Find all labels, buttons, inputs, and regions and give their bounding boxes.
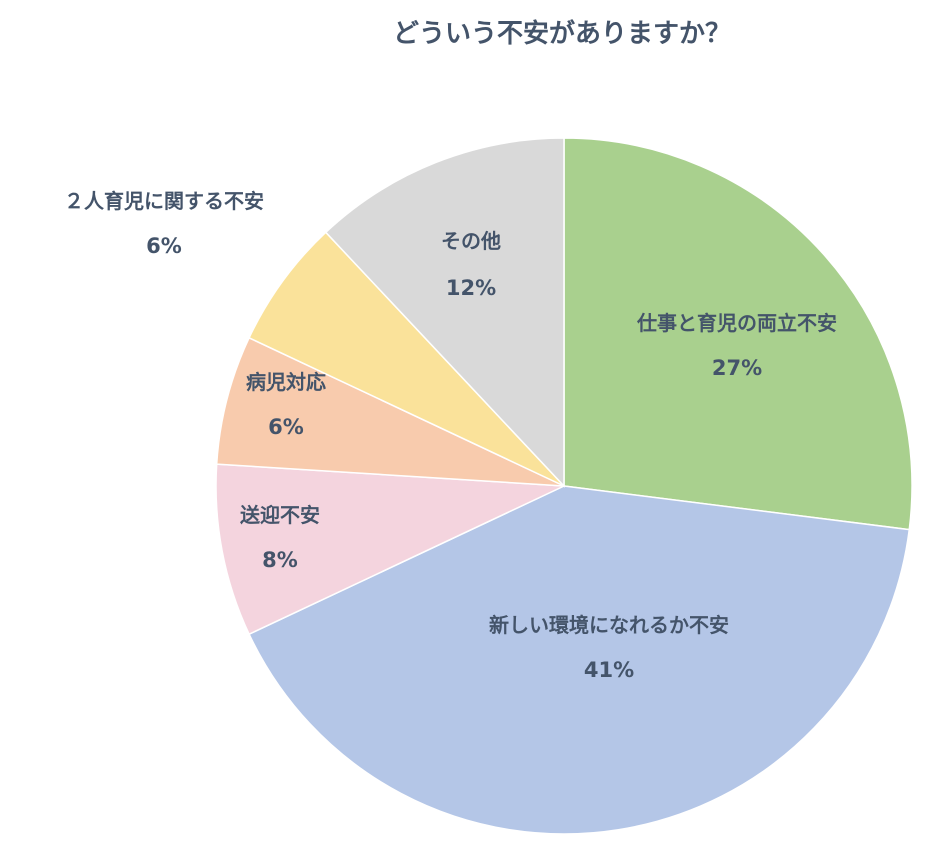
pie-slice-2 [215, 463, 565, 636]
slice-label-2: 送迎不安 [240, 503, 320, 527]
slice-label-3: 病児対応 [246, 370, 326, 394]
pie-slices [215, 137, 913, 835]
slice-label-1: 新しい環境になれるか不安 [489, 613, 729, 637]
pie-slice-5 [324, 137, 565, 488]
pie-slice-4 [248, 231, 565, 487]
slice-value-label-2: 8% [262, 548, 298, 572]
pie-slice-3 [215, 336, 565, 487]
pie-slice-0 [563, 137, 913, 531]
chart-title: どういう不安がありますか？ [393, 18, 731, 49]
pie-labels: 仕事と育児の両立不安 27% 新しい環境になれるか不安 41% 送迎不安 8% 病児対応 6%… [64, 189, 837, 682]
slice-label-4: ２人育児に関する不安 [64, 189, 264, 213]
slice-value-label-0: 27% [712, 356, 762, 380]
slice-label-5: その他 [441, 229, 501, 253]
slice-value-label-1: 41% [584, 658, 634, 682]
slice-label-0: 仕事と育児の両立不安 [636, 311, 837, 335]
slice-value-label-3: 6% [268, 415, 304, 439]
pie-slice-1 [248, 485, 911, 835]
slice-value-label-4: 6% [146, 234, 182, 258]
slice-value-label-5: 12% [446, 276, 496, 300]
